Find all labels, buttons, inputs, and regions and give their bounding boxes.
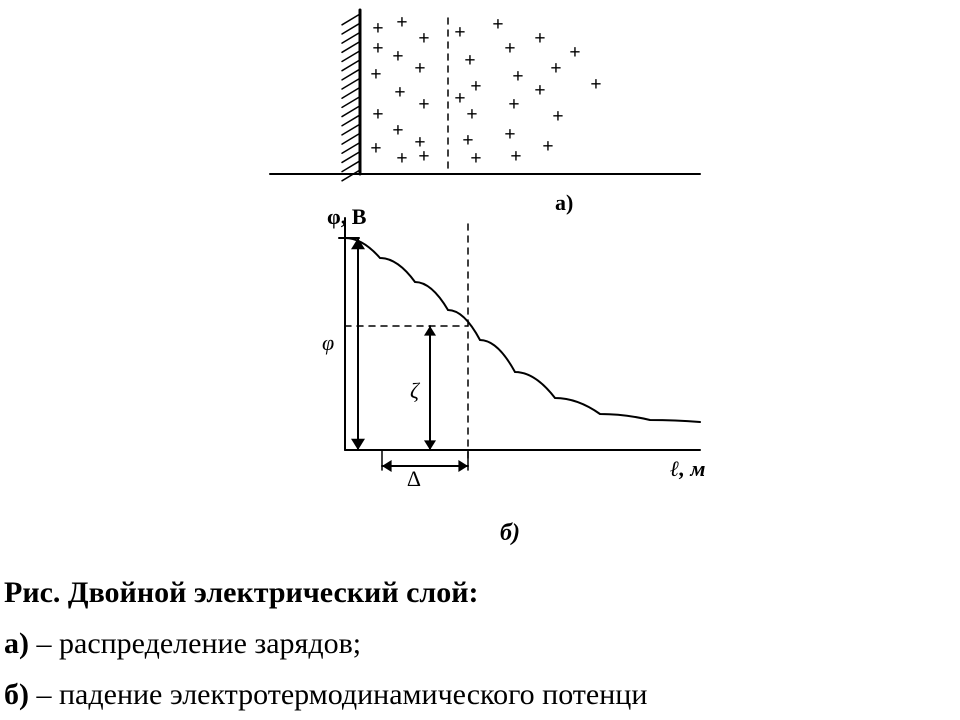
caption-title: Рис. Двойной электрический слой: bbox=[4, 570, 960, 615]
svg-text:+: + bbox=[418, 146, 429, 168]
svg-text:Δ: Δ bbox=[407, 466, 421, 491]
figure-svg: +++++++++++++++++++++++++++++++++++а)φ, … bbox=[0, 0, 960, 560]
svg-text:+: + bbox=[508, 94, 519, 116]
caption-text-a: – распределение зарядов; bbox=[29, 627, 361, 660]
svg-text:+: + bbox=[370, 64, 381, 86]
svg-text:+: + bbox=[414, 58, 425, 80]
svg-text:+: + bbox=[372, 18, 383, 40]
svg-text:+: + bbox=[392, 120, 403, 142]
svg-text:+: + bbox=[418, 94, 429, 116]
svg-text:+: + bbox=[396, 12, 407, 34]
svg-text:+: + bbox=[534, 28, 545, 50]
svg-text:+: + bbox=[590, 74, 601, 96]
svg-text:φ: φ bbox=[322, 330, 334, 355]
svg-text:+: + bbox=[510, 146, 521, 168]
svg-text:+: + bbox=[550, 58, 561, 80]
caption-item-b: б) – падение электротермодинамического п… bbox=[4, 672, 960, 717]
svg-text:+: + bbox=[394, 82, 405, 104]
caption-block: Рис. Двойной электрический слой: а) – ра… bbox=[4, 570, 960, 717]
caption-text-b: – падение электротермодинамического поте… bbox=[29, 678, 647, 711]
svg-text:+: + bbox=[534, 80, 545, 102]
svg-text:а): а) bbox=[555, 190, 573, 215]
svg-text:+: + bbox=[542, 136, 553, 158]
page-root: +++++++++++++++++++++++++++++++++++а)φ, … bbox=[0, 0, 960, 720]
figure-area: +++++++++++++++++++++++++++++++++++а)φ, … bbox=[0, 0, 960, 560]
caption-label-a: а) bbox=[4, 627, 29, 660]
svg-text:+: + bbox=[552, 106, 563, 128]
svg-text:+: + bbox=[470, 76, 481, 98]
svg-text:ζ: ζ bbox=[410, 378, 421, 403]
svg-text:+: + bbox=[418, 28, 429, 50]
svg-text:φ, В: φ, В bbox=[327, 204, 367, 229]
svg-text:б): б) bbox=[500, 520, 520, 546]
svg-text:+: + bbox=[464, 50, 475, 72]
svg-text:+: + bbox=[454, 22, 465, 44]
svg-text:+: + bbox=[504, 124, 515, 146]
svg-text:ℓ, м: ℓ, м bbox=[670, 456, 705, 481]
svg-text:+: + bbox=[372, 38, 383, 60]
svg-text:+: + bbox=[466, 104, 477, 126]
svg-text:+: + bbox=[370, 138, 381, 160]
caption-item-a: а) – распределение зарядов; bbox=[4, 621, 960, 666]
svg-text:+: + bbox=[569, 42, 580, 64]
svg-text:+: + bbox=[392, 46, 403, 68]
svg-text:+: + bbox=[492, 14, 503, 36]
svg-text:+: + bbox=[372, 104, 383, 126]
svg-text:+: + bbox=[512, 66, 523, 88]
svg-text:+: + bbox=[454, 88, 465, 110]
svg-text:+: + bbox=[470, 148, 481, 170]
svg-text:+: + bbox=[396, 148, 407, 170]
svg-text:+: + bbox=[504, 38, 515, 60]
caption-label-b: б) bbox=[4, 678, 29, 711]
